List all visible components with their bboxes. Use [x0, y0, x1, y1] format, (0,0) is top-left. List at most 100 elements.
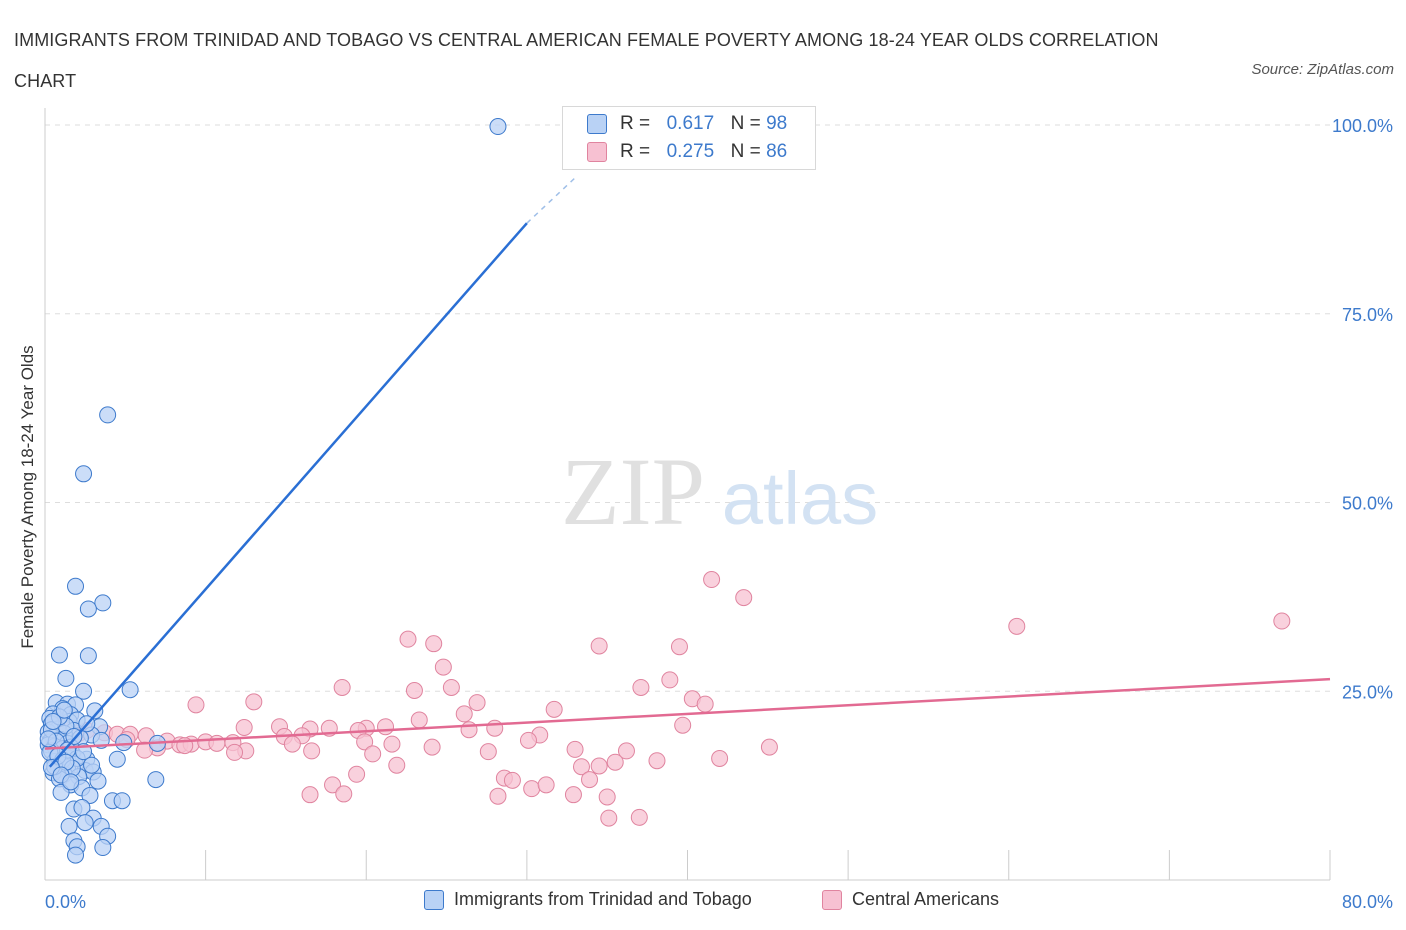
- data-point-central-americans: [333, 678, 351, 696]
- legend-n-label: N =: [730, 141, 761, 162]
- data-point-central-americans: [503, 771, 521, 789]
- data-point-central-americans: [301, 786, 319, 804]
- data-point-trinidad-tobago: [57, 669, 75, 687]
- data-point-trinidad-tobago: [67, 846, 85, 864]
- data-point-central-americans: [606, 753, 624, 771]
- data-point-central-americans: [590, 637, 608, 655]
- legend-swatch-pink: [587, 142, 607, 162]
- data-point-trinidad-tobago: [75, 465, 93, 483]
- watermark-zip: ZIP: [561, 438, 705, 545]
- data-point-central-americans: [425, 635, 443, 653]
- data-point-trinidad-tobago: [52, 783, 70, 801]
- legend-swatch-pink: [822, 889, 842, 910]
- data-point-central-americans: [489, 787, 507, 805]
- data-point-central-americans: [208, 734, 226, 752]
- source-label: Source: ZipAtlas.com: [1251, 61, 1394, 78]
- data-point-central-americans: [434, 658, 452, 676]
- data-point-central-americans: [442, 678, 460, 696]
- data-point-central-americans: [235, 718, 253, 736]
- legend-label: Central Americans: [852, 889, 1000, 909]
- data-point-trinidad-tobago: [147, 771, 165, 789]
- data-point-trinidad-tobago: [94, 839, 112, 857]
- data-point-central-americans: [383, 735, 401, 753]
- data-point-central-americans: [598, 788, 616, 806]
- data-point-trinidad-tobago: [108, 750, 126, 768]
- data-point-central-americans: [630, 808, 648, 826]
- data-point-central-americans: [399, 630, 417, 648]
- data-point-central-americans: [1008, 617, 1026, 635]
- data-point-trinidad-tobago: [79, 600, 97, 618]
- legend-r-label: R =: [620, 141, 651, 162]
- data-point-trinidad-tobago: [81, 786, 99, 804]
- data-point-central-americans: [405, 681, 423, 699]
- series-trinidad-tobago: [39, 118, 507, 864]
- trendline-trinidad-tobago-extension: [526, 177, 576, 224]
- data-point-central-americans: [486, 719, 504, 737]
- legend-r-label: R =: [620, 113, 651, 134]
- y-tick-label: 100.0%: [1332, 116, 1393, 136]
- chart-title: IMMIGRANTS FROM TRINIDAD AND TOBAGO VS C…: [14, 30, 1159, 91]
- data-point-trinidad-tobago: [115, 734, 133, 752]
- data-point-central-americans: [670, 638, 688, 656]
- legend-r-value-a: 0.617: [666, 113, 715, 134]
- data-point-central-americans: [1273, 612, 1291, 630]
- trendline-trinidad-tobago: [48, 222, 528, 768]
- data-point-central-americans: [590, 757, 608, 775]
- data-point-central-americans: [735, 589, 753, 607]
- data-point-central-americans: [572, 758, 590, 776]
- data-point-trinidad-tobago: [62, 773, 80, 791]
- legend-item-trinidad-tobago: Immigrants from Trinidad and Tobago: [424, 889, 752, 910]
- legend-label: Immigrants from Trinidad and Tobago: [454, 889, 752, 909]
- data-point-trinidad-tobago: [39, 730, 57, 748]
- data-point-central-americans: [564, 786, 582, 804]
- y-tick-label: 50.0%: [1342, 494, 1393, 514]
- data-point-central-americans: [519, 731, 537, 749]
- data-point-central-americans: [661, 671, 679, 689]
- legend-n-label: N =: [730, 113, 761, 134]
- data-point-central-americans: [423, 738, 441, 756]
- correlation-legend: R = 0.617 N = 98 R = 0.275 N = 86: [562, 106, 816, 170]
- data-point-trinidad-tobago: [489, 118, 507, 136]
- gridlines: [45, 124, 1330, 692]
- data-point-central-americans: [479, 743, 497, 761]
- data-point-central-americans: [696, 695, 714, 713]
- data-point-central-americans: [581, 771, 599, 789]
- data-point-trinidad-tobago: [60, 817, 78, 835]
- data-point-central-americans: [674, 716, 692, 734]
- data-point-trinidad-tobago: [99, 406, 117, 424]
- x-tick-label-min: 0.0%: [45, 892, 86, 912]
- data-point-central-americans: [468, 694, 486, 712]
- data-point-trinidad-tobago: [89, 772, 107, 790]
- data-point-central-americans: [648, 752, 666, 770]
- data-point-trinidad-tobago: [50, 646, 68, 664]
- data-point-central-americans: [703, 571, 721, 589]
- legend-item-central-americans: Central Americans: [822, 889, 999, 910]
- data-point-trinidad-tobago: [65, 728, 83, 746]
- data-point-trinidad-tobago: [121, 681, 139, 699]
- data-point-central-americans: [545, 700, 563, 718]
- trendlines: [44, 177, 1331, 768]
- legend-row-central-americans: R = 0.275 N = 86: [587, 139, 787, 165]
- watermark: ZIP atlas: [561, 438, 878, 545]
- legend-n-value-a: 98: [766, 113, 788, 134]
- data-point-trinidad-tobago: [79, 647, 97, 665]
- data-point-central-americans: [226, 743, 244, 761]
- data-point-central-americans: [348, 765, 366, 783]
- series-central-americans: [50, 571, 1291, 827]
- data-point-central-americans: [364, 745, 382, 763]
- data-point-trinidad-tobago: [83, 756, 101, 774]
- data-point-central-americans: [711, 749, 729, 767]
- legend-r-value-b: 0.275: [666, 141, 715, 162]
- y-tick-label: 25.0%: [1342, 682, 1393, 702]
- data-point-central-americans: [617, 742, 635, 760]
- data-point-central-americans: [356, 733, 374, 751]
- legend-n-value-b: 86: [766, 141, 788, 162]
- data-point-trinidad-tobago: [75, 682, 93, 700]
- data-point-central-americans: [335, 785, 353, 803]
- y-tick-label: 75.0%: [1342, 305, 1393, 325]
- trendline-central-americans: [44, 677, 1331, 750]
- tick-labels: 25.0% 50.0% 75.0% 100.0% 0.0% 80.0%: [45, 116, 1393, 912]
- data-point-central-americans: [303, 742, 321, 760]
- data-point-trinidad-tobago: [67, 577, 85, 595]
- data-point-trinidad-tobago: [113, 792, 131, 810]
